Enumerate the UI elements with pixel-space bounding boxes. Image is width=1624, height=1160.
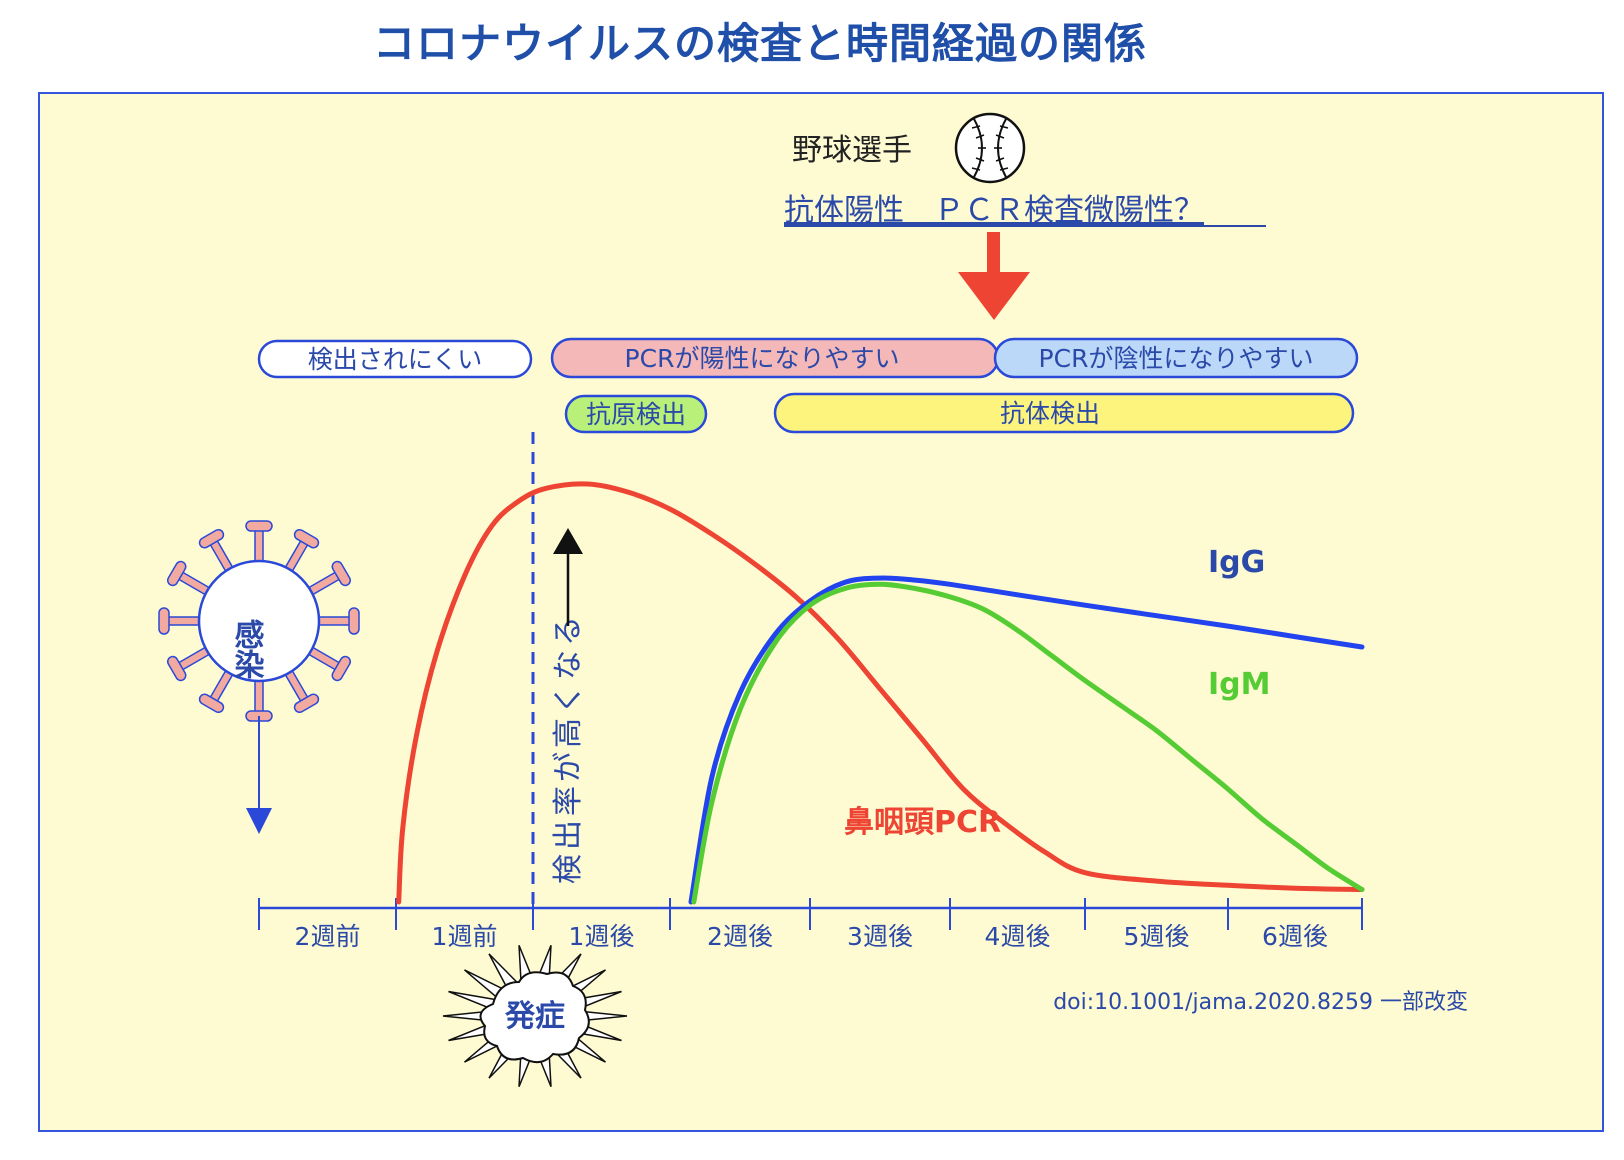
virus-spike <box>306 560 352 597</box>
baseball-icon <box>954 112 1026 184</box>
virus-body <box>197 559 321 683</box>
x-tick-label: 4週後 <box>985 922 1051 951</box>
player-label: 野球選手 <box>792 133 912 168</box>
down-arrow-icon <box>958 232 1030 320</box>
onset-label: 発症 <box>504 999 565 1034</box>
virus-icon <box>158 520 360 722</box>
virus-spike <box>245 678 273 722</box>
x-axis: 2週前 1週前 1週後 2週後 3週後 4週後 5週後 6週後 <box>258 898 1363 951</box>
band-pcr-negative-label: PCRが陰性になりやすい <box>1039 344 1314 373</box>
virus-spike <box>166 645 212 682</box>
band-antigen <box>564 394 708 434</box>
x-tick-label: 1週後 <box>569 922 635 951</box>
virus-spike <box>158 607 202 635</box>
infection-label: 感染 <box>229 619 265 679</box>
x-tick-label: 1週前 <box>432 922 498 951</box>
igg-label: IgG <box>1208 545 1265 580</box>
finding-label: 抗体陽性 ＰＣＲ検査微陽性？ <box>784 193 1204 228</box>
band-antigen-label: 抗原検出 <box>586 400 686 429</box>
series-layer <box>396 481 1365 905</box>
virus-spike <box>245 520 273 564</box>
band-antibody <box>773 392 1355 434</box>
chart: 野球選手 抗体陽性 ＰＣＲ検査微陽性？ 検出されにくい PCRが陽性になりやすい… <box>158 112 1468 1087</box>
series-line-igg <box>688 575 1365 905</box>
x-tick-label: 5週後 <box>1124 922 1190 951</box>
pcr-label: 鼻咽頭PCR <box>844 805 1001 840</box>
series-line-pcr <box>396 481 1365 905</box>
page-title: コロナウイルスの検査と時間経過の関係 <box>372 19 1147 68</box>
band-pcr-negative <box>993 337 1359 379</box>
series-line-igm <box>691 581 1365 905</box>
band-hard-to-detect-label: 検出されにくい <box>308 345 483 374</box>
chart-panel: 野球選手 抗体陽性 ＰＣＲ検査微陽性？ 検出されにくい PCRが陽性になりやすい… <box>38 92 1604 1132</box>
band-pcr-positive-label: PCRが陽性になりやすい <box>625 344 900 373</box>
band-hard-to-detect <box>257 339 533 379</box>
source-label: doi:10.1001/jama.2020.8259 一部改変 <box>1053 990 1468 1015</box>
virus-spike <box>316 607 360 635</box>
band-antibody-label: 抗体検出 <box>1000 399 1100 428</box>
detection-label: 検出率が高くなる <box>551 612 586 884</box>
up-arrow-icon <box>553 528 583 554</box>
x-tick-label: 6週後 <box>1262 922 1328 951</box>
x-tick-label: 2週後 <box>707 922 773 951</box>
x-tick-label: 2週前 <box>295 922 361 951</box>
igm-label: IgM <box>1208 667 1271 702</box>
infection-arrow-icon <box>246 808 272 834</box>
onset-burst-icon <box>442 945 628 1087</box>
x-tick-label: 3週後 <box>847 922 913 951</box>
detection-annotation: 検出率が高くなる <box>551 528 586 884</box>
